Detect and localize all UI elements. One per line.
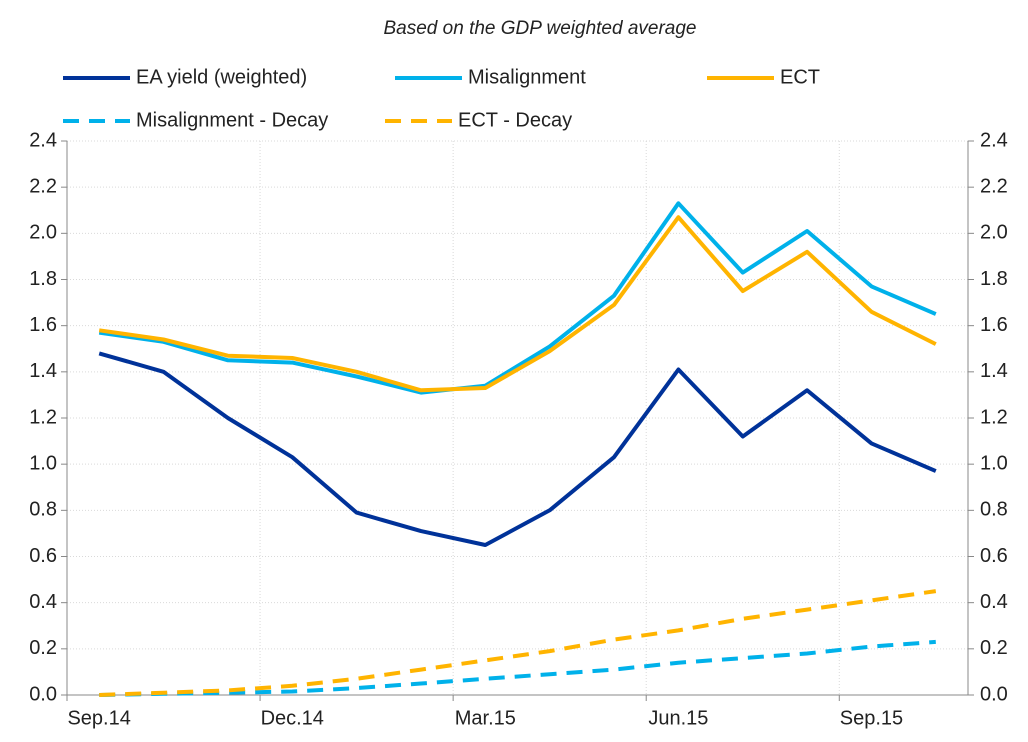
y2-tick-label: 2.4 — [980, 129, 1008, 151]
y-tick-label: 2.4 — [29, 129, 57, 151]
legend-label: ECT — [780, 66, 820, 88]
y-tick-label: 2.0 — [29, 222, 57, 244]
series-line — [99, 589, 937, 697]
x-tick-label: Jun.15 — [648, 707, 708, 729]
y-tick-label: 0.8 — [29, 499, 57, 521]
y2-tick-label: 1.0 — [980, 452, 1008, 474]
y2-tick-label: 0.4 — [980, 591, 1008, 613]
y2-tick-label: 1.2 — [980, 406, 1008, 428]
y2-tick-label: 2.2 — [980, 175, 1008, 197]
y-tick-label: 0.2 — [29, 637, 57, 659]
series-line — [98, 201, 937, 395]
y-tick-label: 1.2 — [29, 406, 57, 428]
legend-label: Misalignment - Decay — [136, 109, 328, 131]
chart-subtitle: Based on the GDP weighted average — [384, 18, 697, 39]
x-tick-label: Dec.14 — [261, 707, 324, 729]
legend-label: ECT - Decay — [458, 109, 572, 131]
y-tick-label: 1.0 — [29, 452, 57, 474]
series-line — [98, 215, 937, 393]
x-tick-label: Sep.14 — [67, 707, 130, 729]
y2-tick-label: 0.8 — [980, 499, 1008, 521]
x-tick-label: Mar.15 — [455, 707, 516, 729]
y2-tick-label: 0.6 — [980, 545, 1008, 567]
y-tick-label: 1.8 — [29, 268, 57, 290]
y2-tick-label: 1.6 — [980, 314, 1008, 336]
series-line — [99, 639, 936, 697]
y2-tick-label: 1.8 — [980, 268, 1008, 290]
y-tick-label: 0.4 — [29, 591, 57, 613]
y2-tick-label: 2.0 — [980, 222, 1008, 244]
y2-tick-label: 0.0 — [980, 683, 1008, 705]
y2-tick-label: 1.4 — [980, 360, 1008, 382]
series-line — [98, 351, 937, 547]
x-tick-label: Sep.15 — [840, 707, 903, 729]
y-tick-label: 0.6 — [29, 545, 57, 567]
y2-tick-label: 0.2 — [980, 637, 1008, 659]
y-tick-label: 2.2 — [29, 175, 57, 197]
legend-label: Misalignment — [468, 66, 586, 88]
y-tick-label: 1.6 — [29, 314, 57, 336]
y-tick-label: 0.0 — [29, 683, 57, 705]
legend-label: EA yield (weighted) — [136, 66, 307, 88]
y-tick-label: 1.4 — [29, 360, 57, 382]
